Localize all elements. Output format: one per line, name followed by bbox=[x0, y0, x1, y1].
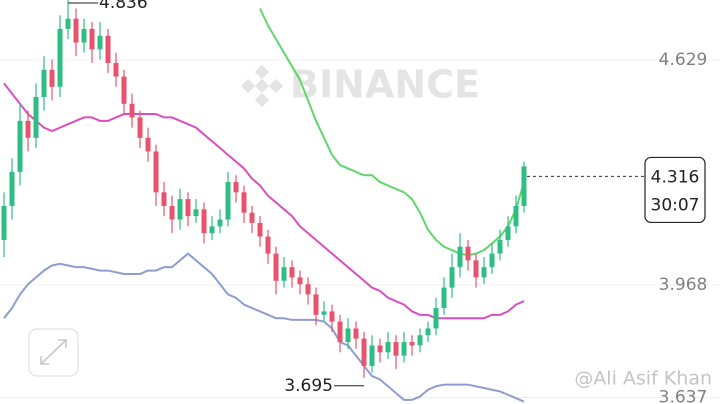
candle-body bbox=[209, 226, 215, 234]
candle-body bbox=[89, 28, 95, 50]
overlay: 4.629 3.968 3.637 4.836 3.695 4.316 30:07 @Ali … bbox=[68, 0, 712, 404]
candle-body bbox=[1, 205, 7, 240]
candle-body bbox=[337, 321, 343, 343]
candle-body bbox=[505, 226, 511, 240]
candle-body bbox=[137, 117, 143, 138]
candle-body bbox=[73, 18, 79, 43]
candle-body bbox=[161, 192, 167, 206]
candle-body bbox=[17, 120, 23, 172]
candle-body bbox=[129, 103, 135, 118]
max-label: 4.836 bbox=[99, 0, 148, 13]
min-label: 3.695 bbox=[284, 376, 333, 396]
candle-body bbox=[153, 151, 159, 193]
candle-body bbox=[425, 328, 431, 336]
candle-body bbox=[289, 267, 295, 278]
candle-body bbox=[225, 182, 231, 220]
candle-body bbox=[145, 137, 151, 152]
candle-body bbox=[57, 28, 63, 87]
candle-body bbox=[489, 253, 495, 268]
candle-body bbox=[521, 166, 527, 206]
candle-body bbox=[385, 342, 391, 353]
candle-body bbox=[193, 209, 199, 217]
candle-body bbox=[25, 120, 31, 138]
price-box bbox=[644, 156, 706, 224]
candle-body bbox=[497, 239, 503, 254]
candle-body bbox=[345, 328, 351, 343]
y-tick-label: 4.629 bbox=[659, 50, 708, 70]
candle-body bbox=[233, 182, 239, 193]
candle-body bbox=[241, 192, 247, 213]
candle-body bbox=[457, 246, 463, 268]
candle-body bbox=[401, 342, 407, 356]
candle-body bbox=[185, 199, 191, 217]
candle-body bbox=[465, 246, 471, 261]
candle-body bbox=[217, 219, 223, 227]
candle-body bbox=[393, 342, 399, 356]
candle-body bbox=[441, 287, 447, 309]
candles bbox=[1, 0, 527, 378]
candle-body bbox=[417, 335, 423, 346]
watermark-logo bbox=[240, 64, 284, 108]
y-tick-label: 3.637 bbox=[659, 388, 708, 404]
watermark: BINANCE bbox=[290, 63, 480, 107]
candle-body bbox=[9, 171, 15, 206]
band-line bbox=[3, 252, 525, 403]
candle-body bbox=[249, 212, 255, 223]
candle-body bbox=[169, 205, 175, 220]
candle-body bbox=[257, 222, 263, 237]
countdown: 30:07 bbox=[651, 195, 700, 215]
expand-icon bbox=[40, 339, 67, 365]
candle-body bbox=[201, 209, 207, 234]
candle-body bbox=[321, 311, 327, 315]
candle-body bbox=[409, 342, 415, 346]
candle-body bbox=[513, 205, 519, 227]
candle-body bbox=[81, 28, 87, 43]
candle-body bbox=[177, 199, 183, 220]
candle-body bbox=[113, 62, 119, 77]
candle-body bbox=[281, 267, 287, 281]
candle-body bbox=[481, 267, 487, 278]
candle-body bbox=[369, 345, 375, 366]
candle-body bbox=[105, 35, 111, 63]
band-line bbox=[259, 8, 525, 257]
grid bbox=[0, 59, 720, 399]
candle-body bbox=[33, 97, 39, 138]
candle-body bbox=[265, 236, 271, 254]
candle-body bbox=[121, 76, 127, 104]
candle-body bbox=[97, 35, 103, 50]
candle-body bbox=[313, 294, 319, 315]
candle-body bbox=[41, 69, 47, 98]
candle-body bbox=[473, 260, 479, 278]
candle-body bbox=[297, 277, 303, 285]
candle-body bbox=[449, 267, 455, 288]
band-line bbox=[3, 82, 525, 320]
candle-body bbox=[361, 338, 367, 366]
candle-body bbox=[49, 69, 55, 87]
candle-body bbox=[433, 308, 439, 329]
candle-body bbox=[329, 311, 335, 322]
y-tick-label: 3.968 bbox=[659, 275, 708, 295]
candle-body bbox=[305, 284, 311, 295]
candle-body bbox=[65, 18, 71, 29]
candle-body bbox=[273, 253, 279, 281]
candle-body bbox=[353, 328, 359, 339]
candle-body bbox=[377, 345, 383, 353]
credit: @Ali Asif Khan bbox=[574, 368, 712, 390]
last-price: 4.316 bbox=[651, 167, 700, 187]
